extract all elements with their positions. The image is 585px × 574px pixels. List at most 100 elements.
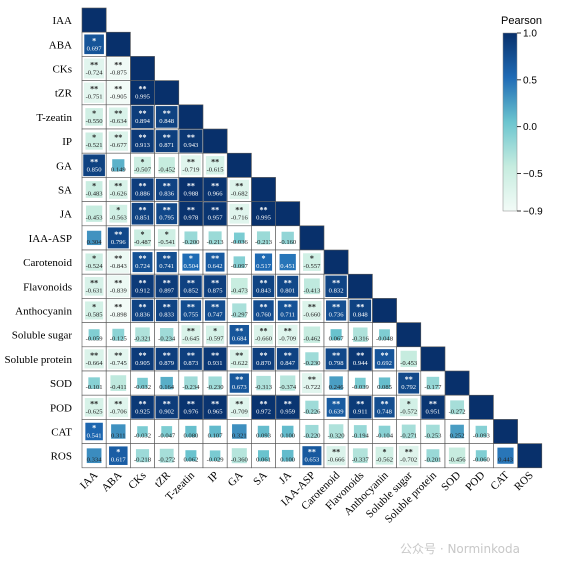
- correlation-square: [88, 377, 100, 389]
- correlation-value: -0.321: [134, 336, 151, 343]
- correlation-square: [233, 256, 246, 268]
- correlation-value: 0.541: [87, 433, 102, 440]
- row-label: Soluble protein: [4, 354, 72, 366]
- correlation-square: [83, 154, 105, 177]
- correlation-square: [182, 253, 200, 271]
- significance-mark: **: [356, 303, 364, 312]
- significance-mark: **: [260, 303, 268, 312]
- colorbar: Pearson 1.0 0.5 0.0 −0.5 −0.9: [501, 15, 543, 218]
- correlation-value: 0.504: [183, 263, 199, 270]
- cell-frame: [275, 443, 301, 469]
- correlation-square: [281, 449, 294, 462]
- correlation-square: [158, 157, 175, 174]
- significance-mark: **: [187, 278, 195, 287]
- correlation-square: [180, 300, 202, 321]
- correlation-value: 0.334: [87, 457, 103, 464]
- correlation-square: [421, 395, 445, 419]
- correlation-square: [159, 448, 174, 463]
- correlation-square: [107, 227, 129, 249]
- significance-mark: **: [163, 278, 171, 287]
- significance-mark: *: [92, 109, 96, 118]
- correlation-value: 0.832: [329, 287, 344, 294]
- significance-mark: **: [90, 399, 98, 408]
- correlation-value: 0.062: [183, 457, 198, 464]
- significance-mark: **: [260, 278, 268, 287]
- correlation-value: -0.615: [207, 166, 225, 173]
- correlation-value: -0.626: [110, 191, 128, 198]
- correlation-value: 0.067: [329, 336, 345, 343]
- correlation-square: [83, 82, 105, 103]
- row-label: SOD: [50, 378, 72, 390]
- diagonal-cell: [251, 177, 276, 202]
- colorbar-tick-label: 0.0: [523, 122, 537, 133]
- correlation-value: -0.645: [182, 336, 200, 343]
- correlation-square: [349, 396, 372, 419]
- correlation-square: [330, 329, 342, 341]
- correlation-square: [302, 300, 322, 321]
- correlation-value: -0.272: [449, 408, 466, 415]
- diagonal-cell: [372, 298, 397, 323]
- correlation-square: [137, 377, 148, 389]
- correlation-square: [301, 373, 322, 394]
- correlation-value: -0.521: [86, 142, 103, 149]
- significance-mark: *: [213, 327, 217, 336]
- significance-mark: **: [187, 327, 195, 336]
- significance-mark: **: [90, 61, 98, 70]
- correlation-value: -0.660: [303, 312, 321, 319]
- diagonal-cell: [275, 201, 301, 227]
- correlation-value: 0.912: [135, 287, 150, 294]
- correlation-square: [137, 426, 148, 437]
- correlation-square: [108, 348, 129, 370]
- correlation-value: 0.944: [353, 360, 369, 367]
- correlation-value: -0.453: [400, 360, 418, 367]
- correlation-value: 0.875: [208, 287, 224, 294]
- significance-mark: **: [139, 278, 147, 287]
- correlation-value: -0.313: [255, 384, 273, 391]
- correlation-square: [135, 449, 150, 463]
- correlation-square: [374, 397, 395, 418]
- column-label: ROS: [512, 469, 536, 493]
- correlation-value: -0.297: [231, 312, 249, 319]
- correlation-value: -0.194: [352, 433, 370, 440]
- correlation-value: -0.875: [110, 70, 128, 77]
- correlation-value: -0.032: [134, 384, 151, 391]
- diagonal-cell: [323, 249, 349, 275]
- correlation-square: [448, 447, 466, 464]
- correlation-square: [281, 425, 294, 438]
- column-label: GA: [226, 469, 246, 489]
- correlation-square: [132, 252, 153, 273]
- significance-mark: **: [187, 157, 195, 166]
- correlation-value: -0.201: [424, 457, 441, 464]
- diagonal-cell: [299, 225, 325, 251]
- correlation-square: [131, 347, 154, 371]
- correlation-square: [179, 201, 203, 226]
- correlation-value: -0.039: [352, 384, 370, 391]
- significance-mark: **: [187, 303, 195, 312]
- significance-mark: **: [139, 109, 147, 118]
- significance-mark: **: [163, 303, 171, 312]
- correlation-square: [305, 352, 319, 366]
- significance-mark: **: [114, 133, 122, 142]
- correlation-value: 0.736: [329, 312, 345, 319]
- correlation-value: -0.413: [303, 287, 321, 294]
- correlation-value: 0.795: [159, 215, 175, 222]
- correlation-square: [379, 329, 390, 341]
- correlation-value: -0.585: [86, 312, 104, 319]
- correlation-value: -0.097: [231, 263, 249, 270]
- correlation-square: [303, 326, 321, 343]
- significance-mark: **: [139, 351, 147, 360]
- correlation-square: [281, 231, 294, 245]
- colorbar-tick-label: −0.5: [523, 169, 543, 180]
- correlation-value: 0.913: [135, 142, 151, 149]
- correlation-square: [155, 130, 178, 153]
- correlation-square: [304, 278, 320, 295]
- significance-mark: **: [139, 399, 147, 408]
- column-label: POD: [463, 469, 487, 493]
- correlation-value: 0.100: [280, 433, 296, 440]
- correlation-value: -0.709: [231, 408, 249, 415]
- correlation-value: 0.925: [135, 408, 151, 415]
- correlation-value: 0.870: [256, 360, 272, 367]
- correlation-square: [205, 325, 225, 344]
- column-label: CAT: [488, 469, 511, 492]
- correlation-square: [107, 57, 130, 80]
